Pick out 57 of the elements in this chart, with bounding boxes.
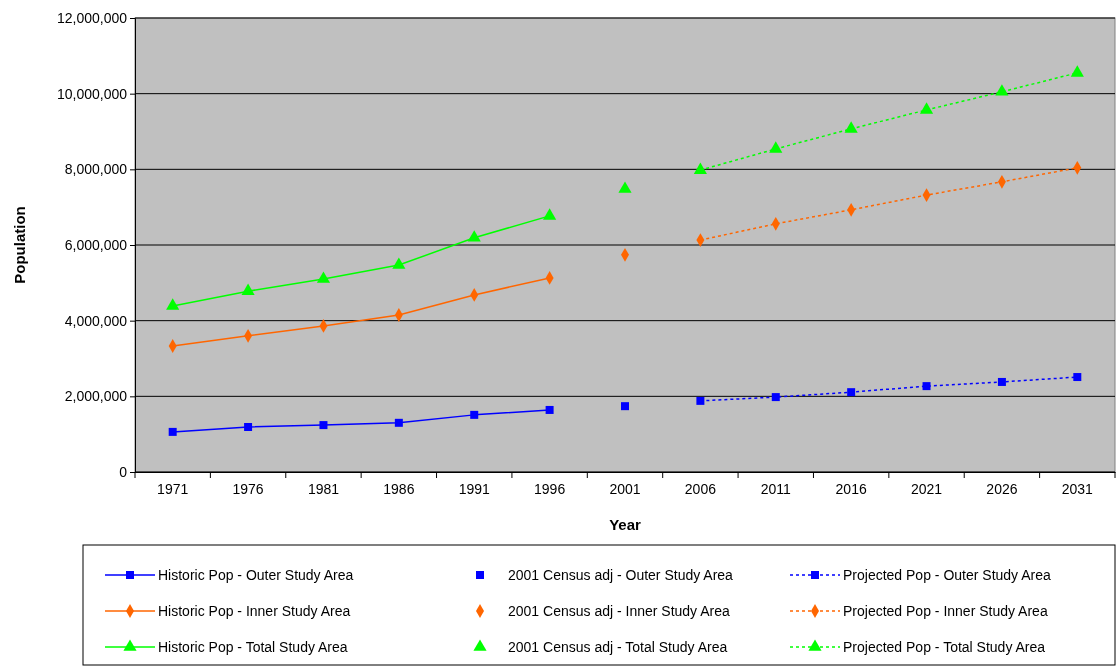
point (166, 298, 180, 310)
x-tick-label: 2001 (609, 480, 641, 497)
legend-label: Projected Pop - Total Study Area (843, 639, 1046, 655)
point (1070, 65, 1084, 77)
point (769, 141, 783, 153)
x-axis-title: Year (609, 516, 642, 533)
point (847, 388, 856, 397)
point (922, 382, 931, 391)
point (696, 396, 705, 405)
point (545, 405, 554, 414)
legend-label: Projected Pop - Outer Study Area (843, 567, 1051, 583)
x-tick-label: 2016 (835, 480, 867, 497)
y-tick-label: 0 (119, 463, 128, 480)
x-tick-label: 1976 (232, 480, 264, 497)
x-tick-label: 1996 (534, 480, 566, 497)
x-tick-label: 2011 (760, 480, 792, 497)
legend-label: Historic Pop - Inner Study Area (158, 603, 351, 619)
x-tick-label: 2026 (986, 480, 1018, 497)
y-tick-label: 6,000,000 (64, 236, 128, 253)
point (1073, 373, 1082, 382)
x-tick-label: 1971 (157, 480, 189, 497)
y-tick-label: 10,000,000 (56, 85, 128, 102)
x-tick-label: 2031 (1061, 480, 1094, 497)
point (919, 102, 934, 114)
legend-label: Historic Pop - Outer Study Area (158, 567, 354, 583)
legend-label: Projected Pop - Inner Study Area (843, 603, 1048, 619)
legend-label: 2001 Census adj - Outer Study Area (508, 567, 734, 583)
y-tick-label: 8,000,000 (64, 161, 128, 178)
point (543, 208, 557, 220)
point (319, 421, 328, 430)
x-tick-label: 2006 (684, 480, 717, 497)
x-tick-label: 2021 (910, 480, 943, 497)
point (394, 418, 403, 427)
y-tick-label: 2,000,000 (64, 388, 128, 405)
x-tick-label: 1986 (383, 480, 415, 497)
point (316, 271, 331, 283)
legend-label: 2001 Census adj - Inner Study Area (508, 603, 731, 619)
y-axis-title: Population (11, 206, 28, 284)
point (168, 427, 177, 436)
point (621, 402, 629, 411)
x-tick-label: 1981 (307, 480, 340, 497)
point (995, 84, 1009, 96)
y-tick-label: 4,000,000 (64, 312, 128, 329)
point (392, 257, 406, 269)
point (693, 162, 707, 174)
x-tick-label: 1991 (458, 480, 491, 497)
y-tick-label: 12,000,000 (56, 9, 128, 26)
point (844, 121, 858, 133)
point (618, 181, 632, 193)
point (771, 393, 780, 402)
point (470, 410, 479, 419)
point (244, 422, 253, 431)
point (467, 230, 481, 242)
point (241, 283, 255, 295)
legend-label: 2001 Census adj - Total Study Area (508, 639, 728, 655)
point (997, 377, 1006, 386)
legend-label: Historic Pop - Total Study Area (158, 639, 348, 655)
